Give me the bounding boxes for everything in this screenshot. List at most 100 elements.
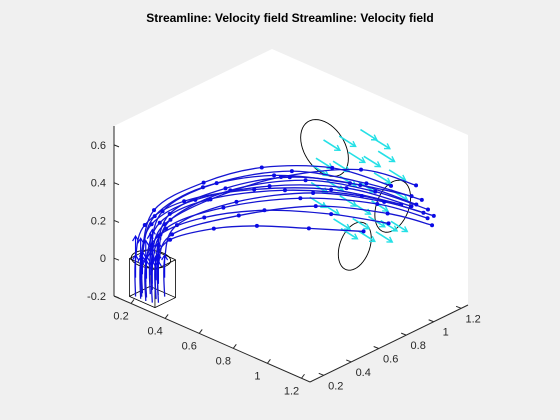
- y-tick-mark: [346, 359, 352, 363]
- streamline-marker: [170, 232, 175, 237]
- cyan-arrow: [377, 150, 395, 163]
- chart-title: Streamline: Velocity field Streamline: V…: [146, 11, 433, 25]
- z-tick-label: 0.4: [91, 178, 106, 190]
- inlet-box-edge: [154, 297, 176, 308]
- z-tick-label: -0.2: [87, 291, 106, 303]
- dark-arrow-field: [132, 228, 169, 284]
- cyan-arrow-head: [349, 140, 357, 148]
- y-tick-mark: [318, 372, 324, 376]
- z-tick-mark: [113, 295, 120, 299]
- x-tick-label: 1: [254, 370, 260, 382]
- upper-ring: [300, 119, 349, 177]
- dark-arrow-head: [161, 253, 169, 261]
- streamline-marker: [211, 226, 216, 231]
- streamline-marker: [252, 187, 257, 192]
- streamline-marker: [329, 212, 334, 217]
- cyan-arrow-head: [388, 156, 396, 163]
- streamline-marker: [303, 178, 308, 183]
- streamline-marker: [431, 213, 436, 218]
- cyan-arrow-head: [363, 223, 371, 230]
- cyan-arrow: [348, 151, 366, 164]
- cyan-arrow-head: [368, 235, 376, 243]
- streamline-marker: [214, 181, 219, 186]
- cyan-arrow-head: [320, 201, 328, 209]
- z-tick-label: 0.6: [91, 140, 106, 152]
- cyan-arrow: [352, 217, 370, 230]
- y-tick-label: 0.6: [383, 354, 398, 366]
- inlet-box-edge: [149, 285, 176, 298]
- y-tick-mark: [455, 305, 462, 309]
- streamline-marker: [201, 180, 206, 185]
- y-tick-label: 0.8: [411, 340, 426, 352]
- streamline-marker: [287, 175, 292, 180]
- streamline-marker: [329, 187, 334, 192]
- z-tick-mark: [113, 144, 120, 148]
- cyan-arrow-head: [334, 144, 342, 152]
- z-tick-mark: [113, 257, 120, 261]
- cyan-arrow: [338, 135, 357, 148]
- x-tick-mark: [301, 373, 305, 379]
- x-tick-label: 0.6: [182, 340, 197, 352]
- y-tick-label: 0.4: [356, 367, 371, 379]
- cyan-arrow: [315, 157, 333, 170]
- axes-lines: [113, 126, 469, 383]
- streamline-marker: [298, 196, 303, 201]
- streamline-marker: [152, 208, 157, 213]
- cyan-arrow: [375, 231, 393, 243]
- streamline-marker: [430, 223, 435, 228]
- streamline-marker: [223, 186, 228, 191]
- x-tick-label: 0.8: [216, 355, 231, 367]
- z-tick-label: 0: [100, 253, 106, 265]
- streamline-marker: [364, 181, 369, 186]
- x-tick-mark: [198, 329, 203, 334]
- y-tick-label: 0.2: [328, 380, 343, 392]
- y-tick-mark: [400, 332, 407, 336]
- streamline-marker: [168, 237, 173, 242]
- streamline-marker: [425, 207, 430, 212]
- streamline-marker: [358, 183, 363, 188]
- streamline-marker: [425, 216, 430, 221]
- streamline-marker: [221, 205, 226, 210]
- y-tick-label: 1: [443, 327, 449, 339]
- streamline-marker: [167, 211, 172, 216]
- cyan-arrow-head: [344, 223, 352, 230]
- x-tick-label: 1.2: [284, 385, 299, 397]
- streamline-marker: [375, 201, 380, 206]
- dark-arrow-head: [152, 255, 160, 262]
- cyan-arrow: [373, 172, 391, 184]
- streamline-marker: [262, 208, 267, 213]
- inlet-box-edge: [129, 296, 156, 308]
- streamline-marker: [313, 204, 318, 209]
- x-tick-label: 0.2: [113, 310, 128, 322]
- cyan-arrow: [323, 139, 341, 151]
- dark-arrow-head: [138, 253, 146, 261]
- streamline-marker: [311, 190, 316, 195]
- x-tick-mark: [266, 359, 271, 364]
- cyan-arrow-head: [386, 236, 394, 243]
- z-tick-label: 0.2: [91, 215, 106, 227]
- streamline-marker: [409, 204, 414, 209]
- streamline-marker: [414, 183, 419, 188]
- z-tick-mark: [113, 219, 120, 223]
- x-tick-mark: [164, 314, 169, 319]
- streamline-marker: [202, 215, 207, 220]
- z-tick-mark: [113, 182, 120, 186]
- dark-arrow-head: [142, 239, 150, 246]
- cyan-arrow-head: [378, 221, 386, 228]
- streamline-marker: [344, 186, 349, 191]
- cyan-arrow: [358, 230, 376, 243]
- x-axis-line: [113, 295, 311, 383]
- streamline-marker: [282, 188, 287, 193]
- streamline-marker: [361, 229, 366, 234]
- dark-arrow-head: [137, 237, 145, 244]
- streamline-marker: [419, 197, 424, 202]
- axes-background: [114, 49, 468, 382]
- streamline-marker: [157, 220, 162, 225]
- cyan-arrow-head: [351, 233, 359, 240]
- y-tick-mark: [373, 346, 379, 349]
- streamline-marker: [382, 199, 387, 204]
- x-tick-label: 0.4: [147, 325, 162, 337]
- streamline-marker: [152, 214, 157, 219]
